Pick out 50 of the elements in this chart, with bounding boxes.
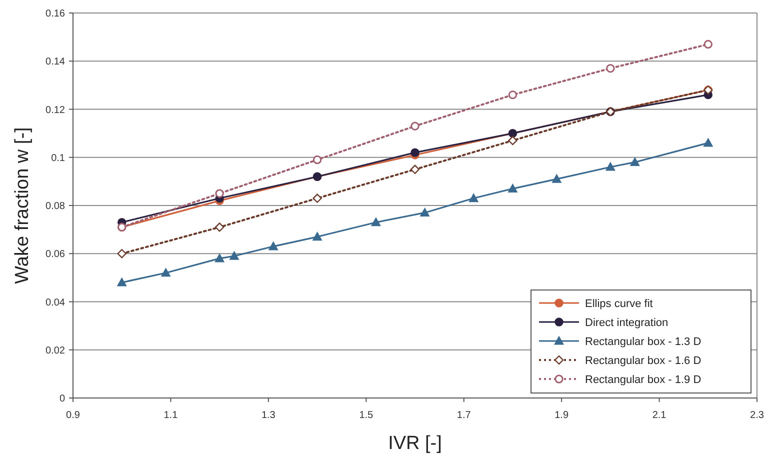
y-tick-label: 0 [59,394,66,404]
x-tick-label: 0.9 [66,410,80,421]
point [214,222,224,232]
point [312,194,322,203]
legend-label: Rectangular box - 1.9 D [585,374,702,386]
y-tick-label: 0.16 [46,8,66,20]
point [268,242,278,250]
point [630,158,640,166]
point [410,164,420,174]
point [606,162,616,171]
legend-label: Rectangular box - 1.6 D [585,354,702,367]
point [230,251,239,260]
point [161,268,170,277]
point [117,278,126,286]
point [508,136,518,146]
y-tick-label: 0.14 [46,56,66,68]
legend-label: Direct integration [585,316,668,329]
x-tick-label: 2.1 [652,410,667,421]
legend-label: Ellips curve fit [585,298,653,310]
point [420,208,430,217]
legend-label: Rectangular box - 1.3 D [585,336,702,348]
point [371,218,381,226]
y-tick-label: 0.06 [46,249,66,260]
point [312,232,322,241]
point [508,184,518,192]
point [704,40,712,49]
x-tick-label: 1.1 [164,410,178,421]
point [117,249,126,258]
y-tick-label: 0.02 [46,345,66,356]
point [552,174,562,183]
x-tick-label: 1.5 [359,410,374,421]
x-tick-label: 2.3 [750,410,764,421]
point [214,254,224,262]
point [312,155,322,164]
point [704,138,713,147]
y-axis-title: Wake fraction w [-] [12,127,33,284]
y-tick-label: 0.08 [46,201,66,212]
point [410,148,420,157]
point [606,64,615,73]
x-tick-label: 1.9 [554,410,569,421]
point [410,122,420,130]
y-tick-label: 0.04 [46,297,66,308]
point [215,189,224,198]
x-tick-label: 1.3 [261,410,276,421]
y-tick-label: 0.12 [46,104,66,116]
point [469,194,478,202]
point [508,90,518,100]
y-tick-label: 0.1 [51,152,66,164]
x-tick-label: 1.7 [456,410,472,421]
x-axis-title: IVR [-] [388,433,442,454]
